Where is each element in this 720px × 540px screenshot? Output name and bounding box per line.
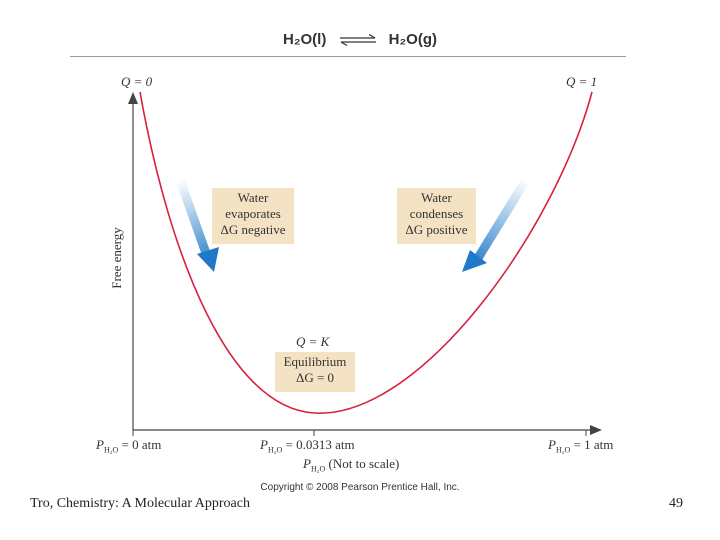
- evaporates-line-3: ΔG negative: [220, 222, 286, 237]
- equilibrium-line-1: Equilibrium: [283, 354, 347, 369]
- equation-left: H₂O(l): [283, 31, 327, 48]
- evaporates-line-1: Water: [237, 190, 269, 205]
- free-energy-curve: [139, 91, 593, 414]
- equilibrium-arrows-icon: [339, 34, 376, 47]
- q-one-label: Q = 1: [566, 74, 598, 89]
- evaporates-box: Water evaporates ΔG negative: [212, 188, 294, 244]
- equilibrium-line-2: ΔG = 0: [295, 370, 335, 385]
- left-arrow-icon: [175, 178, 219, 272]
- x-label-right: PH₂O = 1 atm: [548, 437, 614, 455]
- copyright-notice: Copyright © 2008 Pearson Prentice Hall, …: [260, 482, 460, 493]
- equilibrium-box: Equilibrium ΔG = 0: [275, 352, 355, 392]
- y-axis-arrowhead: [128, 92, 138, 104]
- condenses-line-1: Water: [421, 190, 452, 205]
- x-label-left: PH₂O = 0 atm: [96, 437, 162, 455]
- right-arrow-icon: [462, 177, 530, 272]
- y-axis-label: Free energy: [109, 227, 124, 289]
- x-axis-arrowhead: [590, 425, 602, 435]
- footer-citation: Tro, Chemistry: A Molecular Approach: [30, 496, 250, 511]
- q-zero-label: Q = 0: [121, 74, 153, 89]
- condenses-line-3: ΔG positive: [405, 222, 468, 237]
- reaction-equation: H₂O(l) H₂O(g): [0, 31, 720, 48]
- evaporates-line-2: evaporates: [225, 206, 281, 221]
- page-number: 49: [669, 496, 683, 511]
- header-rule: [70, 56, 626, 57]
- x-label-middle: PH₂O = 0.0313 atm: [260, 437, 355, 455]
- condenses-line-2: condenses: [409, 206, 464, 221]
- equation-right: H₂O(g): [388, 31, 437, 48]
- x-axis-title: PH₂O (Not to scale): [303, 456, 400, 474]
- condenses-box: Water condenses ΔG positive: [397, 188, 476, 244]
- q-k-label: Q = K: [296, 334, 330, 349]
